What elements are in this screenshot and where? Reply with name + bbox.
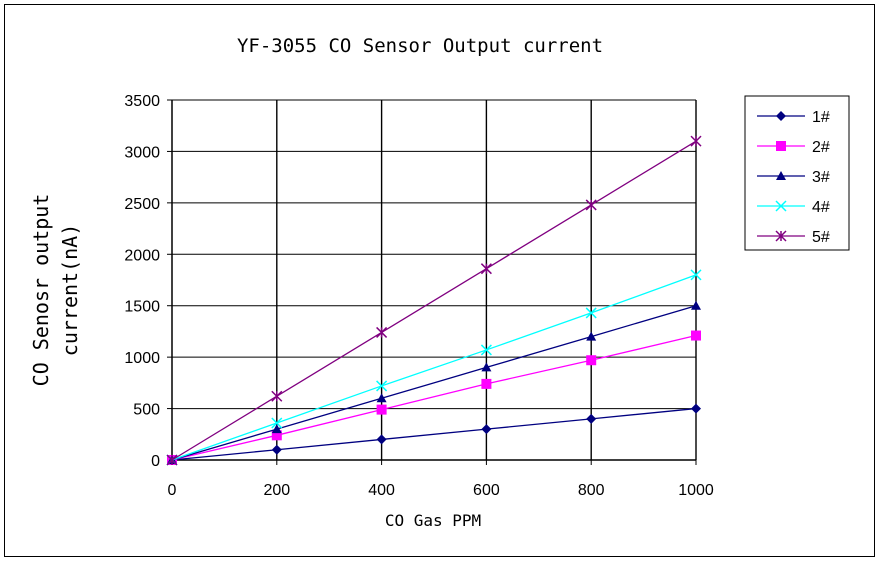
- data-point: [585, 307, 597, 319]
- series-group: [166, 135, 702, 466]
- data-point: [586, 331, 597, 341]
- legend-item: 3#: [757, 169, 830, 186]
- data-point: [271, 417, 283, 429]
- y-tick-label: 3500: [124, 93, 160, 110]
- y-axis-label-line-1: CO Senosr output: [29, 194, 53, 387]
- data-point: [481, 378, 492, 389]
- data-point: [691, 403, 701, 414]
- data-point: [585, 199, 597, 211]
- x-tick-label: 400: [368, 482, 395, 499]
- legend-label: 2#: [812, 139, 830, 156]
- y-tick-label: 2000: [124, 247, 160, 264]
- legend-marker: [776, 171, 786, 180]
- y-axis-label-line-2: current(nA): [58, 224, 82, 356]
- legend-label: 5#: [812, 229, 830, 246]
- data-point: [481, 424, 492, 435]
- y-tick-label: 3000: [124, 144, 160, 161]
- legend-marker: [776, 141, 786, 151]
- data-point: [691, 330, 701, 341]
- legend-item: 1#: [757, 109, 830, 126]
- data-point: [690, 135, 702, 147]
- marker-stroke: [775, 200, 787, 212]
- y-tick-label: 1000: [124, 350, 160, 367]
- data-point: [376, 393, 387, 403]
- chart-frame: [4, 4, 875, 557]
- legend-marker: [775, 230, 787, 242]
- series-line: [171, 407, 697, 461]
- marker-stroke: [690, 269, 702, 281]
- y-axis-ticks: 0 500 1000 1500 2000 2500 3000 3500: [124, 93, 172, 470]
- data-point: [690, 269, 702, 281]
- legend-label: 3#: [812, 169, 830, 186]
- x-tick-label: 600: [473, 482, 500, 499]
- series-line: [171, 140, 697, 461]
- y-tick-label: 0: [151, 453, 160, 470]
- legend-marker: [776, 111, 786, 121]
- legend-label: 4#: [812, 199, 830, 216]
- data-point: [586, 355, 597, 366]
- series-line: [171, 334, 697, 461]
- series-1: [167, 403, 701, 465]
- marker-stroke: [376, 380, 388, 392]
- marker-stroke: [271, 417, 283, 429]
- y-tick-label: 1500: [124, 299, 160, 316]
- x-tick-label: 800: [578, 482, 605, 499]
- legend-item: 2#: [757, 139, 830, 156]
- series-line: [171, 305, 697, 461]
- data-point: [271, 424, 282, 434]
- marker-stroke: [480, 344, 492, 356]
- data-point: [376, 326, 388, 338]
- data-point: [376, 380, 388, 392]
- legend-item: 4#: [757, 199, 830, 216]
- x-tick-label: 0: [168, 482, 177, 499]
- legend: 1# 2# 3# 4# 5#: [744, 95, 850, 251]
- x-axis-ticks: 0 200 400 600 800 1000: [168, 460, 714, 499]
- y-tick-label: 2500: [124, 196, 160, 213]
- data-point: [166, 454, 178, 466]
- data-point: [271, 430, 282, 441]
- series-2: [167, 330, 701, 465]
- y-tick-label: 500: [133, 402, 160, 419]
- legend-box: [744, 95, 850, 251]
- x-axis-label: CO Gas PPM: [385, 511, 481, 530]
- x-tick-label: 1000: [678, 482, 714, 499]
- series-line: [171, 274, 697, 461]
- data-point: [376, 404, 387, 415]
- grid: [171, 99, 697, 461]
- legend-marker: [775, 200, 787, 212]
- x-tick-label: 200: [263, 482, 290, 499]
- data-point: [480, 263, 492, 275]
- y-axis-label: CO Senosr output current(nA): [29, 194, 82, 387]
- data-point: [691, 300, 701, 310]
- legend-item: 5#: [757, 229, 830, 246]
- series-4: [166, 269, 702, 466]
- data-point: [586, 413, 597, 424]
- series-3: [167, 300, 701, 464]
- data-point: [376, 434, 387, 445]
- data-point: [480, 344, 492, 356]
- data-point: [481, 362, 492, 372]
- legend-label: 1#: [812, 109, 830, 126]
- chart-title: YF-3055 CO Sensor Output current: [237, 35, 603, 57]
- series-5: [166, 135, 702, 466]
- marker-stroke: [585, 307, 597, 319]
- data-point: [271, 444, 282, 455]
- data-point: [271, 390, 283, 402]
